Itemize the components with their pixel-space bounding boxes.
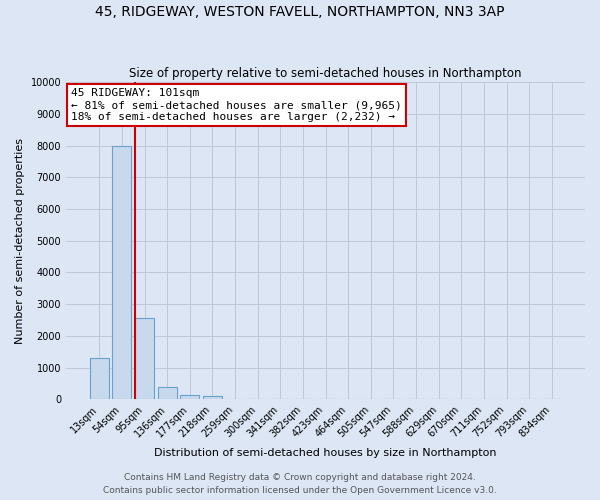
Bar [203, 396, 222, 400]
X-axis label: Distribution of semi-detached houses by size in Northampton: Distribution of semi-detached houses by … [154, 448, 497, 458]
Y-axis label: Number of semi-detached properties: Number of semi-detached properties [15, 138, 25, 344]
Text: 45, RIDGEWAY, WESTON FAVELL, NORTHAMPTON, NN3 3AP: 45, RIDGEWAY, WESTON FAVELL, NORTHAMPTON… [95, 5, 505, 19]
Title: Size of property relative to semi-detached houses in Northampton: Size of property relative to semi-detach… [129, 66, 522, 80]
Bar [135, 318, 154, 400]
Bar [158, 386, 177, 400]
Text: 45 RIDGEWAY: 101sqm
← 81% of semi-detached houses are smaller (9,965)
18% of sem: 45 RIDGEWAY: 101sqm ← 81% of semi-detach… [71, 88, 402, 122]
Text: Contains HM Land Registry data © Crown copyright and database right 2024.
Contai: Contains HM Land Registry data © Crown c… [103, 474, 497, 495]
Bar [180, 395, 199, 400]
Bar [89, 358, 109, 400]
Bar [112, 146, 131, 400]
